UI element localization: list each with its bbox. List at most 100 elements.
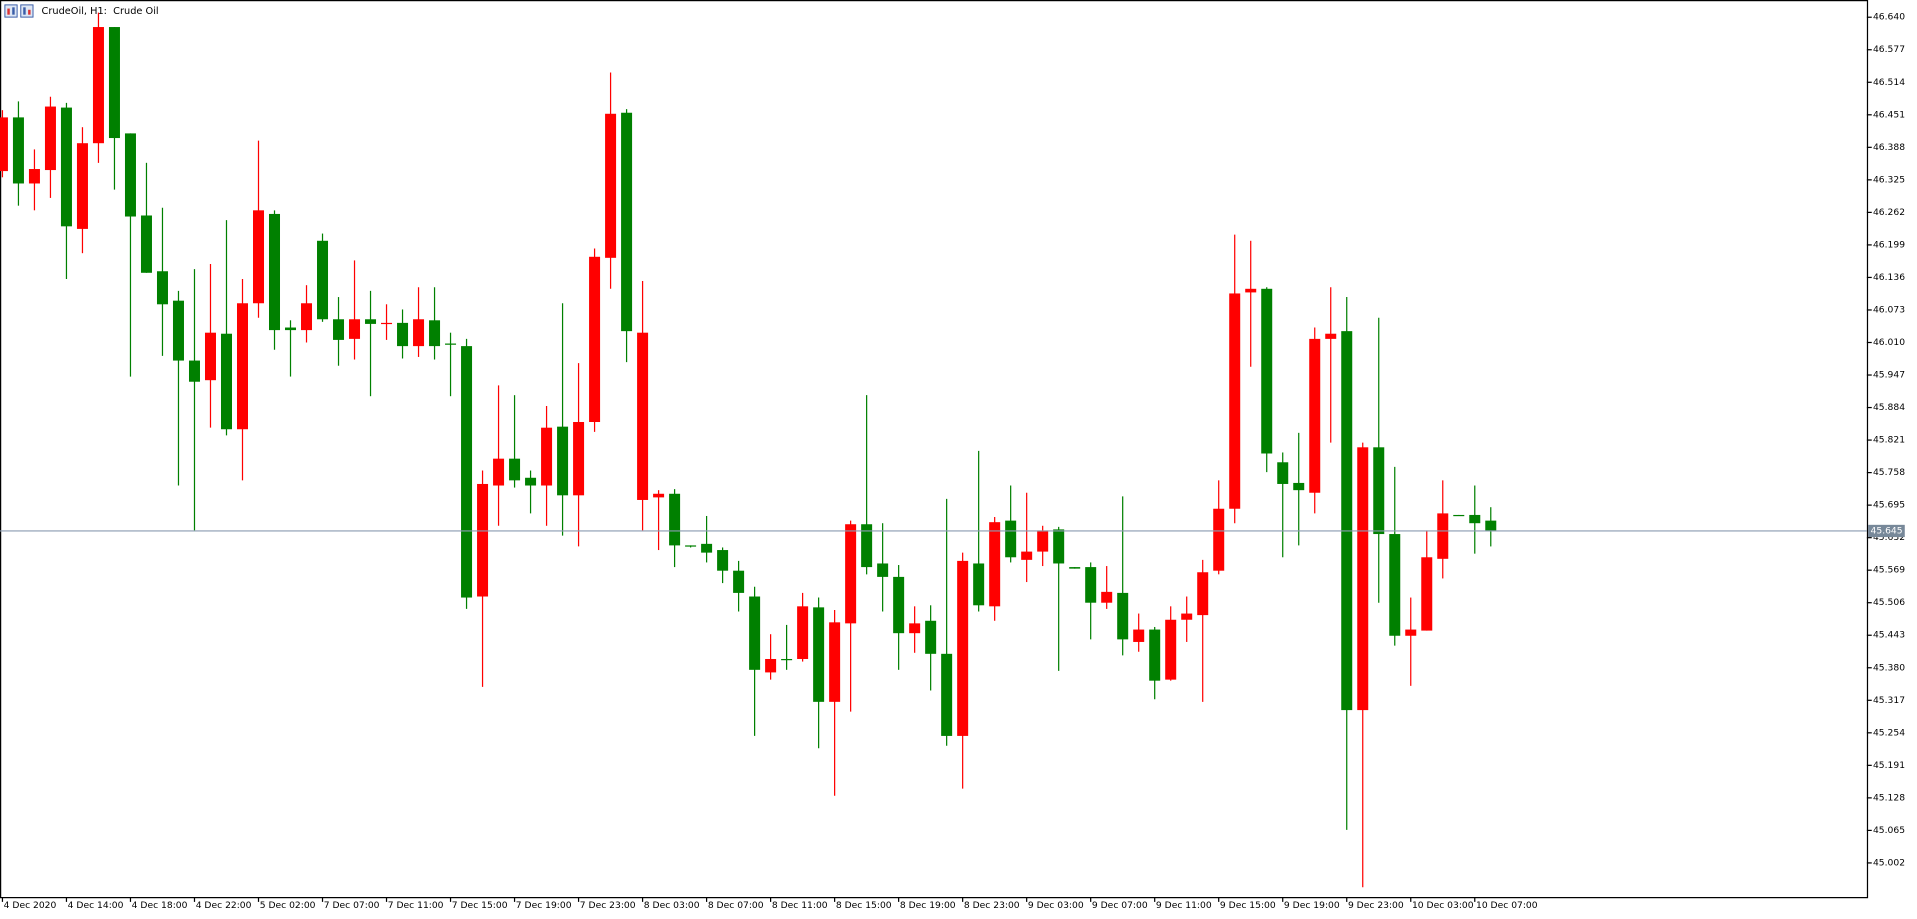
candle-body (381, 322, 393, 325)
y-tick-label: 45.065 (1873, 825, 1905, 836)
candle (1117, 496, 1129, 656)
candle (124, 133, 136, 377)
candle (413, 287, 425, 357)
candle-body (156, 271, 168, 305)
candle-body (140, 215, 152, 273)
candle (621, 109, 633, 363)
candle-body (1165, 619, 1177, 680)
y-tick-label: 46.136 (1873, 272, 1905, 283)
x-tick-label: 7 Dec 15:00 (452, 900, 508, 911)
candle-body (333, 319, 345, 340)
candle (285, 320, 297, 377)
y-tick-label: 46.073 (1873, 304, 1905, 315)
candle-body (557, 426, 569, 496)
x-tick-label: 10 Dec 03:00 (1412, 900, 1474, 911)
y-tick-label: 45.506 (1873, 597, 1905, 608)
candle-body (349, 319, 361, 339)
candle (236, 278, 248, 481)
candle-body (957, 560, 969, 736)
candle-body (108, 27, 120, 139)
candle (1181, 596, 1193, 642)
candle (1133, 613, 1145, 652)
candle-body (461, 346, 473, 598)
candle-body (1309, 338, 1321, 493)
x-tick-label: 4 Dec 14:00 (68, 900, 124, 911)
candle-body (717, 550, 729, 571)
y-tick-label: 46.010 (1873, 337, 1905, 348)
candle-body (813, 607, 825, 702)
x-tick-label: 8 Dec 03:00 (644, 900, 700, 911)
y-tick-label: 46.262 (1873, 207, 1905, 218)
candle-body (44, 106, 56, 171)
candle-body (301, 303, 313, 331)
y-tick-label: 45.128 (1873, 792, 1905, 803)
candle-body (317, 240, 329, 320)
candle (365, 290, 377, 397)
x-tick-label: 7 Dec 11:00 (388, 900, 444, 911)
candle-body (1213, 508, 1225, 571)
candle (92, 12, 104, 163)
candle-body (1005, 520, 1017, 558)
candle (1341, 297, 1353, 830)
candle (589, 248, 601, 432)
candle-body (1181, 613, 1193, 620)
candle-body (397, 322, 409, 347)
candle-body (781, 658, 793, 661)
candle (1229, 234, 1241, 524)
y-tick-label: 45.002 (1873, 857, 1905, 868)
y-tick-label: 45.884 (1873, 402, 1905, 413)
candle-body (1325, 333, 1337, 339)
candle (1005, 485, 1017, 563)
candle (397, 309, 409, 359)
candle (1469, 485, 1481, 554)
y-tick-label: 46.451 (1873, 109, 1905, 120)
y-tick-label: 46.514 (1873, 77, 1905, 88)
y-tick-label: 45.191 (1873, 760, 1905, 771)
y-tick-label: 46.199 (1873, 239, 1905, 250)
candle-body (877, 563, 889, 577)
candle (204, 264, 216, 428)
candle-body (637, 332, 649, 500)
candle (1277, 452, 1289, 558)
candle-body (573, 422, 585, 496)
plot-frame (0, 0, 1869, 899)
candle (525, 470, 537, 514)
candle-body (477, 483, 489, 597)
candle (252, 140, 265, 318)
candle-body (1469, 514, 1481, 524)
candle (893, 565, 905, 670)
x-tick-label: 8 Dec 11:00 (772, 900, 828, 911)
candle-body (733, 570, 745, 593)
candle-body (252, 210, 265, 304)
candle (669, 489, 681, 568)
candle-body (1149, 629, 1161, 681)
candle (717, 547, 729, 584)
x-tick-label: 7 Dec 19:00 (516, 900, 572, 911)
candle (76, 127, 88, 254)
y-tick-label: 45.254 (1873, 727, 1905, 738)
candle-body (236, 303, 248, 430)
candle-body (941, 653, 953, 736)
x-tick-label: 8 Dec 07:00 (708, 900, 764, 911)
candle (1485, 507, 1497, 547)
candle (685, 545, 697, 548)
candle-body (893, 576, 905, 634)
candle (461, 338, 473, 609)
candle-body (797, 606, 809, 659)
x-tick-label: 7 Dec 07:00 (324, 900, 380, 911)
candle-body (541, 427, 553, 486)
x-tick-label: 4 Dec 18:00 (132, 900, 188, 911)
candle (909, 606, 921, 653)
candle (941, 498, 953, 746)
candle-body (60, 107, 72, 227)
y-tick-label: 45.695 (1873, 500, 1905, 511)
candle-body (701, 543, 713, 553)
candle-body (1389, 534, 1401, 636)
x-tick-label: 8 Dec 19:00 (900, 900, 956, 911)
candle-body (172, 300, 184, 361)
candle (317, 233, 329, 322)
candle-body (621, 112, 633, 332)
candle-body (1485, 520, 1497, 531)
x-tick-label: 7 Dec 23:00 (580, 900, 636, 911)
